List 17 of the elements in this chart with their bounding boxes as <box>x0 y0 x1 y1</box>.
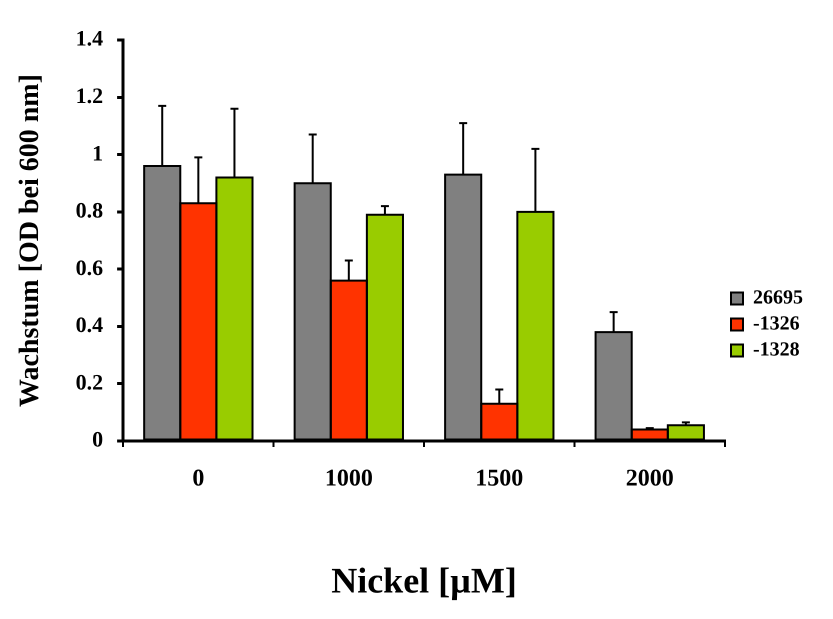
x-tick-label: 0 <box>192 466 204 492</box>
legend-label: 26695 <box>753 286 803 309</box>
y-axis-title: Wachstum [OD bei 600 nm] <box>14 74 46 407</box>
x-tick-label: 1500 <box>475 466 524 492</box>
legend-label: -1326 <box>753 312 800 335</box>
y-tick-label: 0 <box>92 426 104 452</box>
y-tick-label: 1.2 <box>76 82 104 108</box>
y-tick-label: 1 <box>92 140 104 166</box>
x-tick-label: 2000 <box>626 466 674 492</box>
x-tick-label: 1000 <box>324 466 373 492</box>
y-tick-label: 0.2 <box>76 369 104 394</box>
legend-label: -1328 <box>753 338 800 361</box>
x-axis-title: Nickel [µM] <box>331 560 517 601</box>
y-tick-label: 0.8 <box>76 198 104 223</box>
y-tick-label: 1.4 <box>76 26 104 51</box>
y-tick-label: 0.6 <box>76 254 104 280</box>
y-tick-label: 0.4 <box>76 312 104 338</box>
